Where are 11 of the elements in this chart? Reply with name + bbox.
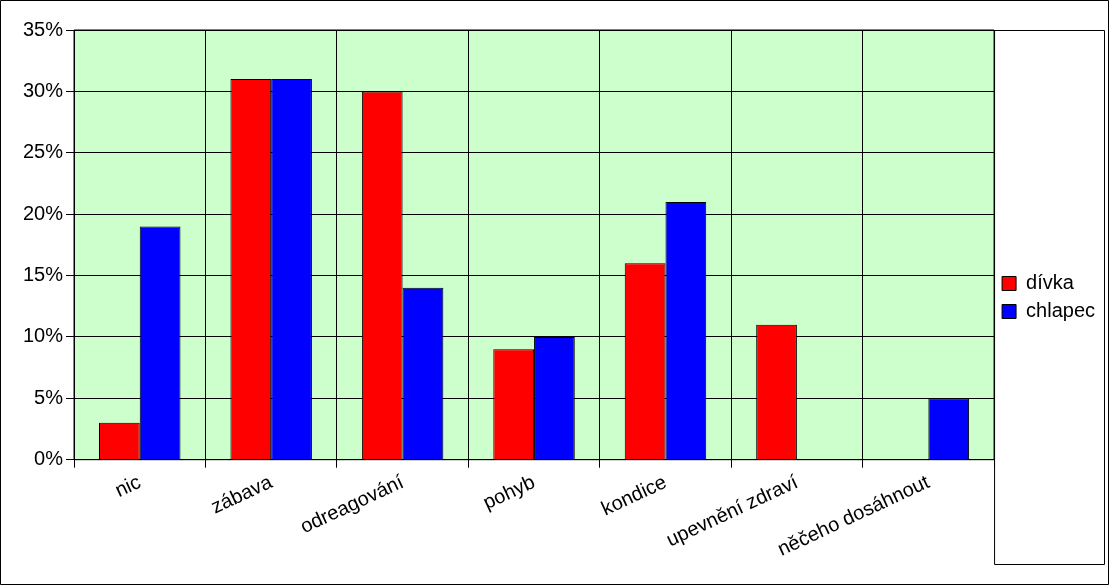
y-tick-label: 15% (23, 263, 64, 286)
y-tick-label: 20% (23, 201, 64, 224)
y-tick-label: 25% (23, 140, 64, 163)
y-tick-label: 10% (23, 324, 64, 347)
y-tick-label: 35% (23, 17, 64, 40)
x-tick-label: nic (111, 470, 144, 501)
y-tick-label: 5% (34, 385, 64, 408)
legend-label: chlapec (1026, 299, 1095, 322)
y-tick-label: 0% (34, 447, 64, 470)
y-tick-label: 30% (23, 78, 64, 101)
legend-label: dívka (1026, 271, 1075, 294)
